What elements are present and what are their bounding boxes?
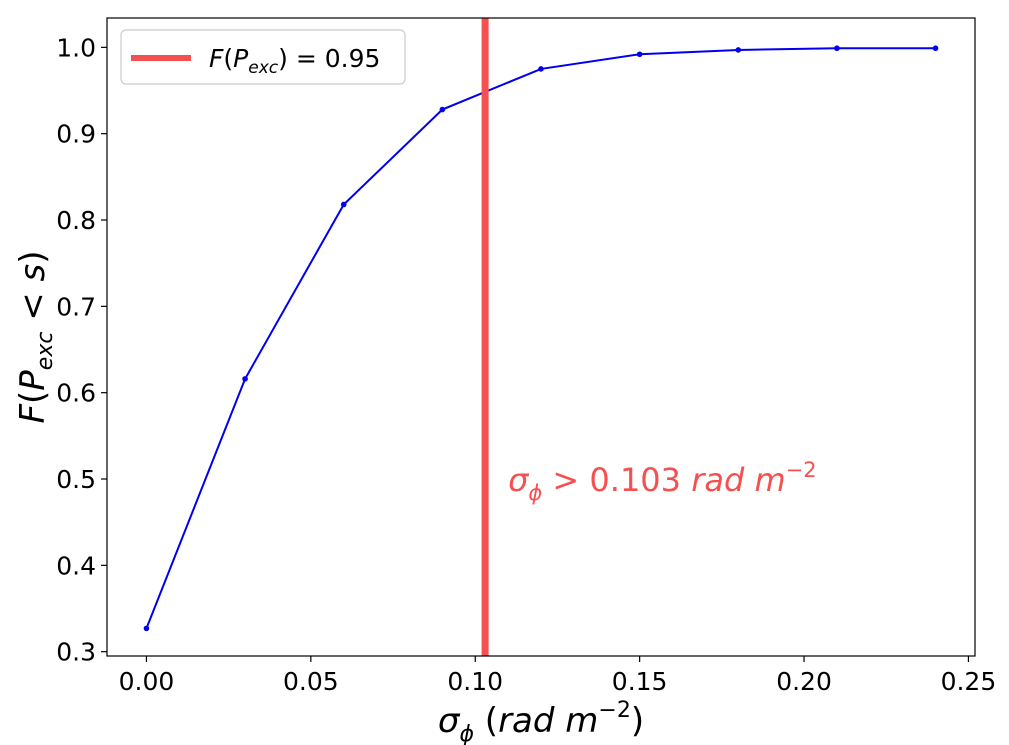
legend-frame [120,29,406,85]
y-tick-label: 0.9 [56,120,96,149]
annotation-relation: > 0.103 [542,461,691,499]
y-tick-label: 0.7 [56,292,96,321]
threshold-annotation: σϕ > 0.103 rad m−2 [508,458,816,505]
data-point [242,376,248,382]
data-point [143,625,150,632]
y-axis-label: F(Pexc < s) [13,250,58,423]
x-tick-label: 0.05 [283,667,339,696]
annotation-symbol: σ [508,461,530,499]
plot-content [143,18,939,656]
x-tick-label: 0.20 [776,667,832,696]
y-tick-label: 0.5 [56,465,96,494]
x-tick-label: 0.10 [447,667,503,696]
y-tick-label: 0.4 [56,551,96,580]
x-axis-label: σϕ (rad m−2) [438,698,644,745]
annotation-subscript: ϕ [528,481,542,505]
data-point [636,51,643,58]
y-tick-label: 1.0 [56,33,96,62]
data-point [932,45,939,52]
data-point [439,106,446,113]
data-point [538,66,544,72]
plot-frame [106,17,976,657]
axis-ticks: 0.00 0.05 0.10 0.15 0.20 0.25 0.3 0.4 0.5 0.6 0.7 0… [56,33,996,696]
series-line [145,47,936,629]
data-point [834,45,840,52]
x-tick-label: 0.00 [119,667,175,696]
y-tick-label: 0.3 [56,638,96,667]
legend-label-threshold: F(Pexc) = 0.95 [209,44,380,78]
data-point [735,47,742,53]
y-tick-label: 0.8 [56,206,96,235]
x-tick-label: 0.25 [941,667,997,696]
data-point [340,201,347,208]
annotation-superscript: −2 [786,458,817,482]
legend: F(Pexc) = 0.95 [120,29,406,85]
x-tick-label: 0.15 [612,667,668,696]
annotation-unit: rad m [691,461,785,499]
y-tick-label: 0.6 [56,379,96,408]
